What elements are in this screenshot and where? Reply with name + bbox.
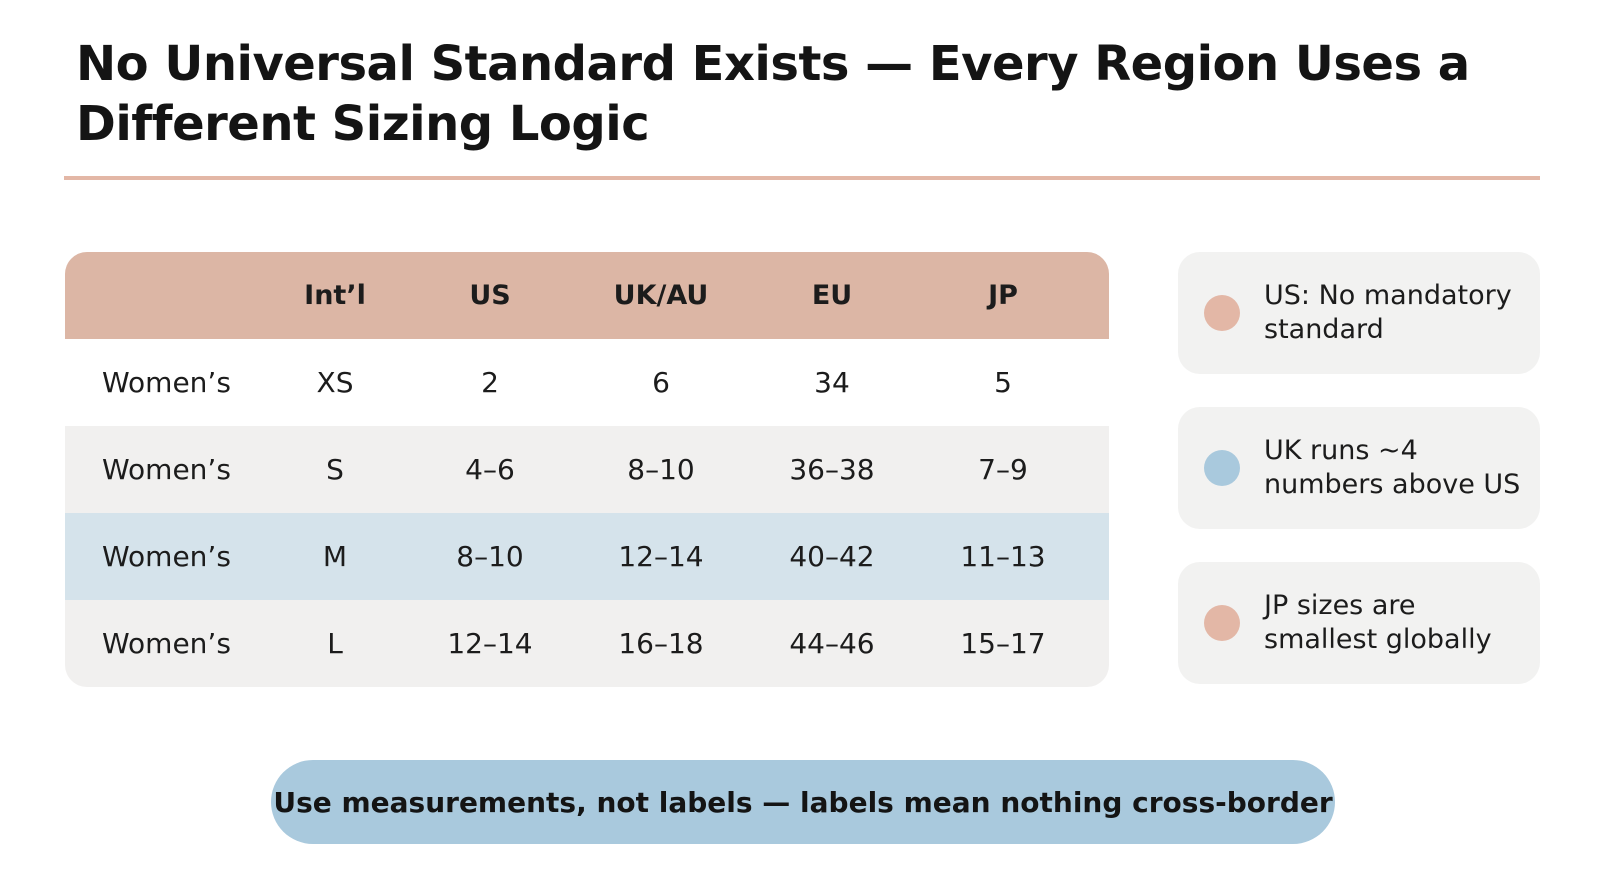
callout-card: US: No mandatory standard [1178,252,1540,374]
callout-text: US: No mandatory standard [1264,280,1512,345]
size-conversion-table: Int’l US UK/AU EU JP Women’s XS 2 6 34 5… [65,252,1109,687]
table-row: Women’s XS 2 6 34 5 [65,339,1109,426]
callout-list: US: No mandatory standard UK runs ~4 num… [1178,252,1540,717]
bullet-dot-icon [1204,605,1240,641]
header-cell-uk-au: UK/AU [613,280,709,311]
table-cell: 44–46 [789,627,875,660]
table-cell: 12–14 [447,627,533,660]
table-cell: 5 [994,366,1012,399]
table-row: Women’s L 12–14 16–18 44–46 15–17 [65,600,1109,687]
callout-card: UK runs ~4 numbers above US [1178,407,1540,529]
table-cell: 34 [814,366,850,399]
bullet-dot-icon [1204,450,1240,486]
table-cell: 7–9 [978,453,1028,486]
table-cell: L [327,627,343,660]
table-cell: 15–17 [960,627,1046,660]
table-row-highlighted: Women’s M 8–10 12–14 40–42 11–13 [65,513,1109,600]
bullet-dot-icon [1204,295,1240,331]
table-cell: Women’s [102,453,231,486]
title-divider [64,176,1540,180]
table-cell: S [326,453,344,486]
table-cell: 40–42 [789,540,875,573]
page-title: No Universal Standard Exists — Every Reg… [76,36,1470,152]
header-cell-us: US [469,280,511,311]
table-cell: Women’s [102,540,231,573]
table-cell: 16–18 [618,627,704,660]
table-cell: XS [316,366,354,399]
callout-card: JP sizes are smallest globally [1178,562,1540,684]
table-cell: 8–10 [627,453,695,486]
table-cell: 36–38 [789,453,875,486]
table-header-row: Int’l US UK/AU EU JP [65,252,1109,339]
table-row: Women’s S 4–6 8–10 36–38 7–9 [65,426,1109,513]
table-cell: M [322,540,348,573]
table-cell: 11–13 [960,540,1046,573]
header-cell-eu: EU [811,280,853,311]
table-cell: 8–10 [456,540,524,573]
table-cell: Women’s [102,627,231,660]
callout-text: JP sizes are smallest globally [1264,590,1492,655]
table-cell: 6 [652,366,670,399]
header-cell-intl: Int’l [304,280,366,311]
table-cell: 4–6 [465,453,515,486]
table-cell: Women’s [102,366,231,399]
header-cell-jp: JP [988,280,1018,311]
takeaway-banner: Use measurements, not labels — labels me… [271,760,1335,844]
table-cell: 12–14 [618,540,704,573]
callout-text: UK runs ~4 numbers above US [1264,435,1521,500]
table-cell: 2 [481,366,499,399]
